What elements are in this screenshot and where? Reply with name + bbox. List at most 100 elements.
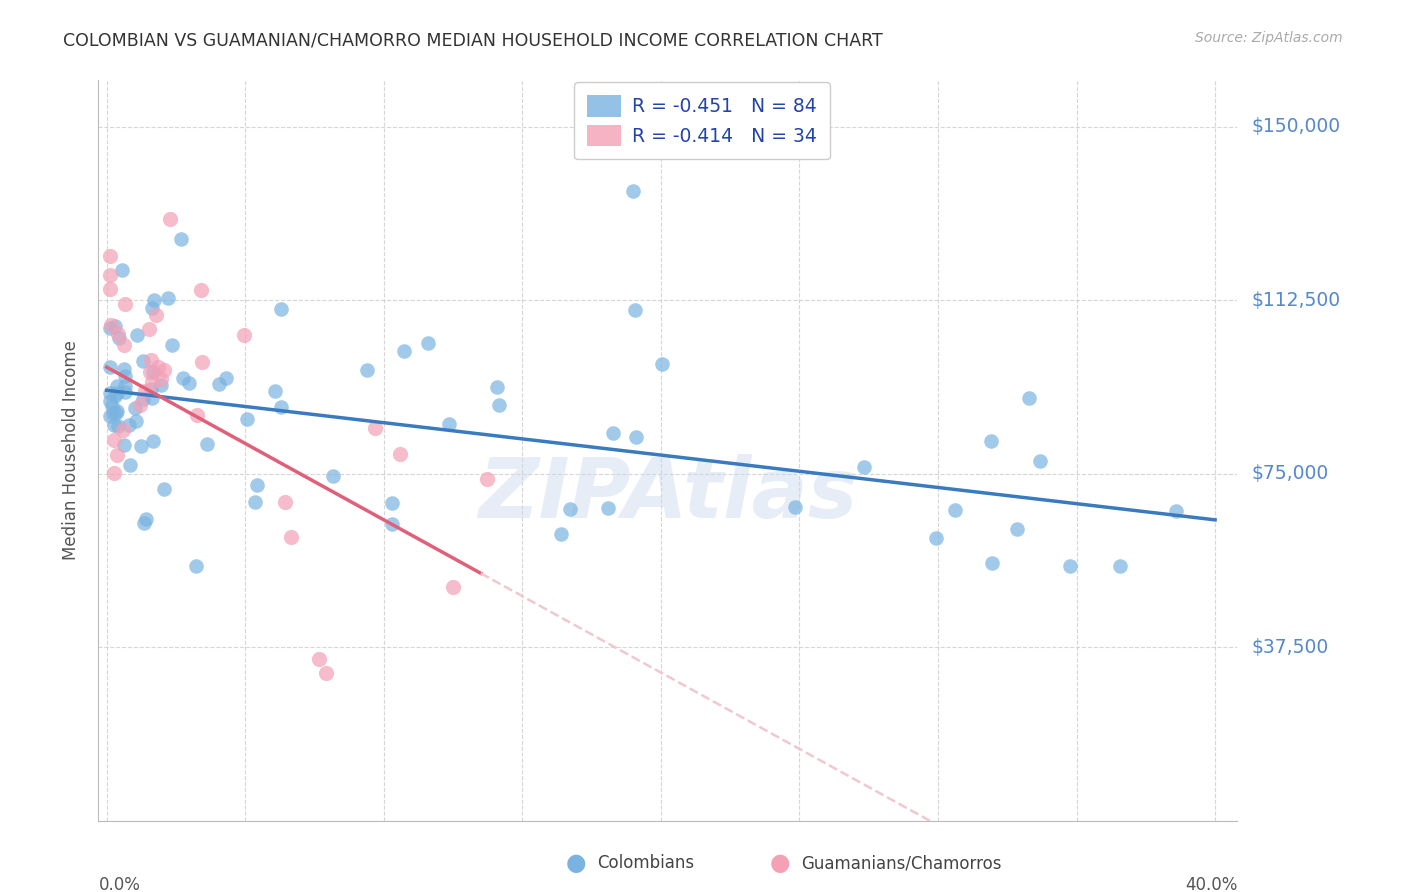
Point xyxy=(104,389,127,403)
Point xyxy=(149,372,172,386)
Point xyxy=(141,301,163,315)
Point xyxy=(159,212,181,227)
Point xyxy=(924,531,946,545)
Point xyxy=(129,439,152,453)
Point xyxy=(112,362,135,376)
Point xyxy=(149,378,172,392)
Point xyxy=(132,516,155,531)
Point xyxy=(246,478,269,492)
Point xyxy=(124,414,146,428)
Point xyxy=(1007,522,1029,536)
Point xyxy=(105,448,128,462)
Point xyxy=(98,249,121,263)
Point xyxy=(98,409,121,423)
Point xyxy=(103,417,125,432)
Point xyxy=(141,375,163,389)
Point xyxy=(381,496,404,510)
Text: 40.0%: 40.0% xyxy=(1185,876,1237,892)
Point xyxy=(128,398,150,412)
Point xyxy=(152,363,174,377)
Point xyxy=(114,379,136,393)
Point xyxy=(263,384,285,398)
Point xyxy=(139,365,162,379)
Point xyxy=(107,418,129,433)
Point xyxy=(105,406,128,420)
Text: Source: ZipAtlas.com: Source: ZipAtlas.com xyxy=(1195,31,1343,45)
Point xyxy=(943,503,966,517)
Point xyxy=(394,344,416,359)
Point xyxy=(107,327,129,342)
Point xyxy=(105,379,128,393)
Point xyxy=(364,421,387,435)
Point xyxy=(980,434,1002,448)
Point xyxy=(280,530,302,544)
Text: ●: ● xyxy=(567,852,586,875)
Point xyxy=(356,362,378,376)
Point xyxy=(103,434,125,448)
Point xyxy=(142,434,165,449)
Point xyxy=(416,336,439,351)
Point xyxy=(852,459,875,474)
Point xyxy=(980,556,1002,570)
Point xyxy=(388,447,411,461)
Point xyxy=(98,321,121,335)
Point xyxy=(142,365,165,379)
Point xyxy=(100,268,122,282)
Point xyxy=(120,458,142,472)
Point xyxy=(112,423,135,437)
Point xyxy=(315,665,337,680)
Point xyxy=(114,368,136,383)
Point xyxy=(235,412,257,426)
Text: 0.0%: 0.0% xyxy=(98,876,141,892)
Point xyxy=(101,399,124,413)
Point xyxy=(134,384,156,398)
Point xyxy=(145,308,167,322)
Text: ZIPAtlas: ZIPAtlas xyxy=(478,454,858,535)
Point xyxy=(184,559,207,574)
Point xyxy=(477,472,499,486)
Point xyxy=(1109,559,1132,574)
Point xyxy=(170,232,193,246)
Point xyxy=(274,495,297,509)
Point xyxy=(98,394,121,409)
Point xyxy=(308,651,330,665)
Point xyxy=(162,338,184,352)
Point xyxy=(148,359,170,374)
Point xyxy=(215,371,238,385)
Text: COLOMBIAN VS GUAMANIAN/CHAMORRO MEDIAN HOUSEHOLD INCOME CORRELATION CHART: COLOMBIAN VS GUAMANIAN/CHAMORRO MEDIAN H… xyxy=(63,31,883,49)
Point xyxy=(141,382,163,396)
Point xyxy=(114,385,136,400)
Point xyxy=(124,401,146,415)
Point xyxy=(550,527,572,541)
Point xyxy=(602,425,624,440)
Point xyxy=(558,501,581,516)
Point xyxy=(112,337,135,351)
Point xyxy=(142,293,165,307)
Y-axis label: Median Household Income: Median Household Income xyxy=(62,341,80,560)
Text: Colombians: Colombians xyxy=(598,855,695,872)
Point xyxy=(191,355,214,369)
Point xyxy=(100,318,122,332)
Point xyxy=(1166,504,1188,518)
Point xyxy=(118,418,141,433)
Point xyxy=(98,281,121,295)
Point xyxy=(439,417,461,431)
Point xyxy=(141,391,163,405)
Point xyxy=(596,500,619,515)
Point xyxy=(114,297,136,311)
Point xyxy=(488,399,510,413)
Point xyxy=(135,512,157,526)
Point xyxy=(153,482,176,496)
Point xyxy=(105,404,128,418)
Text: $75,000: $75,000 xyxy=(1251,464,1329,483)
Point xyxy=(111,263,134,277)
Text: $150,000: $150,000 xyxy=(1251,117,1340,136)
Point xyxy=(179,376,201,390)
Point xyxy=(1059,559,1081,574)
Point xyxy=(103,466,125,480)
Point xyxy=(651,357,673,371)
Point xyxy=(208,376,231,391)
Point xyxy=(1029,454,1052,468)
Point xyxy=(783,500,806,515)
Point xyxy=(485,380,508,394)
